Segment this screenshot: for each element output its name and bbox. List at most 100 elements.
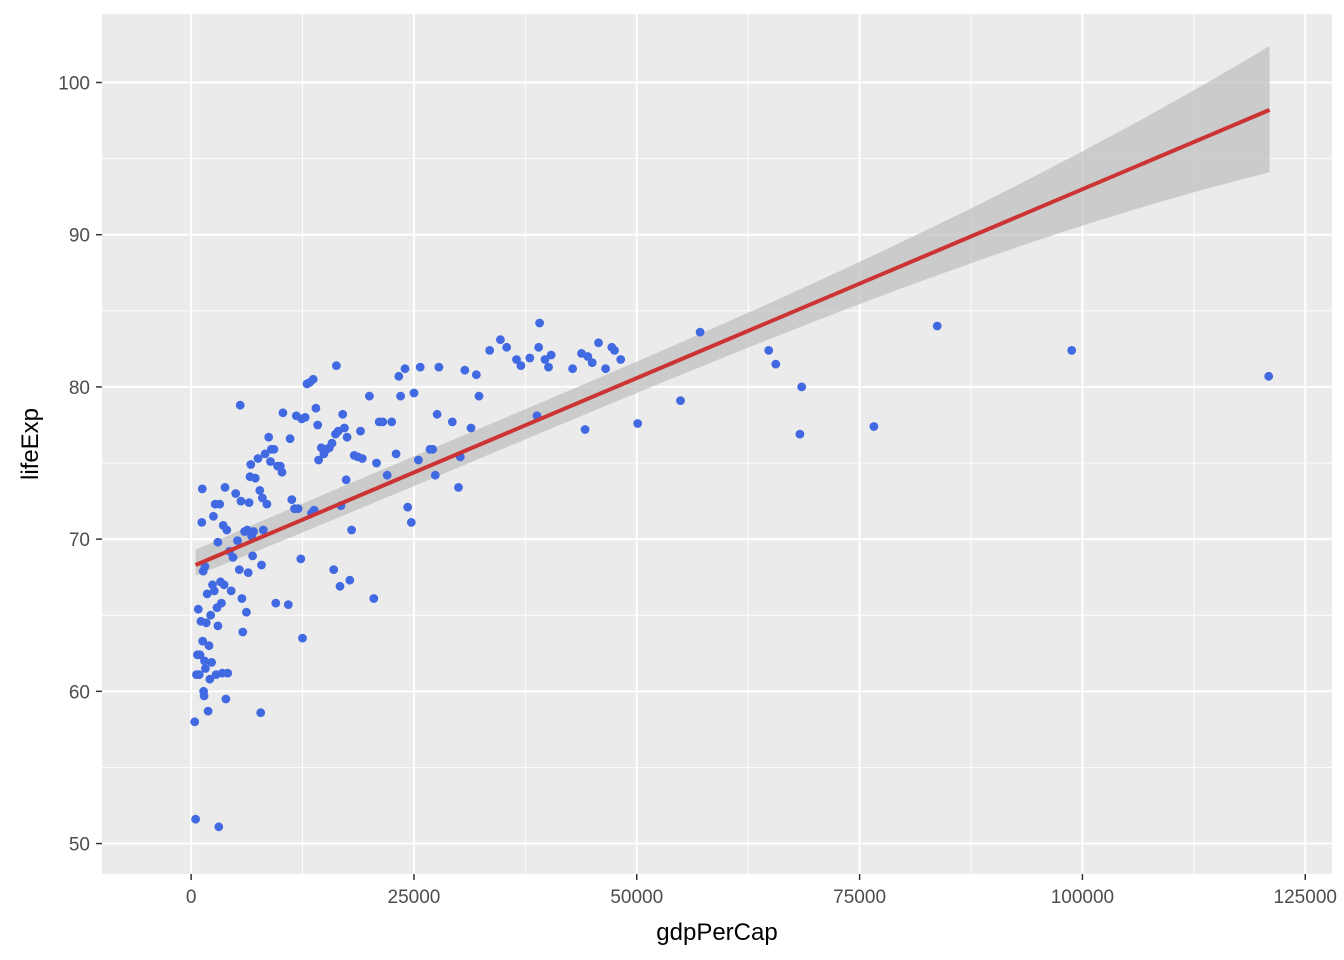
data-point <box>246 460 256 469</box>
x-tick-label: 50000 <box>610 887 663 908</box>
data-point <box>264 432 274 442</box>
data-point <box>341 475 351 485</box>
data-point <box>231 489 241 498</box>
data-point <box>221 694 231 704</box>
data-point <box>365 391 374 401</box>
data-point <box>244 498 254 507</box>
data-point <box>206 610 216 620</box>
data-point <box>250 473 260 483</box>
data-point <box>253 454 263 463</box>
data-point <box>209 511 218 521</box>
data-point <box>207 658 217 667</box>
data-point <box>220 483 230 492</box>
data-point <box>238 627 248 637</box>
data-point <box>795 429 805 439</box>
data-point <box>242 607 251 617</box>
data-point <box>191 814 201 824</box>
data-point <box>214 822 224 832</box>
data-point <box>201 618 211 628</box>
data-point <box>583 352 593 361</box>
data-point <box>471 370 481 380</box>
data-point <box>447 417 457 427</box>
data-point <box>258 493 267 503</box>
data-point <box>460 365 470 375</box>
data-point <box>1264 371 1274 381</box>
data-point <box>332 361 341 370</box>
data-point <box>195 650 205 660</box>
data-point <box>293 504 303 514</box>
data-point <box>233 536 242 546</box>
data-point <box>258 525 268 535</box>
data-point <box>394 371 404 381</box>
data-point <box>271 598 281 608</box>
data-point <box>308 374 318 384</box>
data-point <box>215 499 225 509</box>
data-point <box>409 388 419 398</box>
data-point <box>414 455 423 465</box>
data-point <box>262 499 272 509</box>
data-point <box>391 449 401 459</box>
data-point <box>372 458 381 468</box>
data-point <box>434 362 444 372</box>
data-point <box>260 449 270 459</box>
x-tick-label: 125000 <box>1274 887 1337 908</box>
data-points <box>190 318 1274 832</box>
data-point <box>601 364 610 374</box>
data-point <box>256 708 266 718</box>
y-axis-ticks: 50 60 70 80 90 100 <box>58 73 102 856</box>
data-point <box>345 575 355 585</box>
data-point <box>200 562 210 571</box>
fit-line <box>194 108 1271 567</box>
x-axis-ticks: 0 25000 50000 75000 100000 125000 <box>186 874 1337 908</box>
data-point <box>277 467 287 477</box>
x-tick-label: 0 <box>186 887 197 908</box>
x-axis-title: gdpPerCap <box>656 919 777 946</box>
data-point <box>342 432 352 442</box>
data-point <box>587 358 597 367</box>
data-point <box>313 420 323 430</box>
data-point <box>932 321 942 331</box>
data-point <box>403 502 413 512</box>
data-point <box>466 423 476 433</box>
data-point <box>382 470 392 480</box>
data-point <box>496 335 505 345</box>
data-point <box>869 422 879 431</box>
data-point <box>633 419 643 428</box>
data-point <box>203 706 213 716</box>
data-point <box>540 355 550 364</box>
data-point <box>234 565 244 574</box>
data-point <box>204 641 214 651</box>
data-point <box>474 391 484 401</box>
data-point <box>594 338 603 348</box>
y-tick-label: 90 <box>69 226 90 247</box>
data-point <box>432 409 442 419</box>
x-tick-label: 100000 <box>1051 887 1114 908</box>
data-point <box>217 598 226 608</box>
y-tick-label: 60 <box>69 682 90 703</box>
data-point <box>197 484 207 494</box>
data-point <box>190 717 200 727</box>
y-tick-label: 70 <box>69 530 90 551</box>
data-point <box>235 400 245 410</box>
data-point <box>525 353 535 363</box>
data-point <box>213 621 223 631</box>
y-tick-label: 80 <box>69 378 90 399</box>
data-point <box>248 551 257 561</box>
data-point <box>534 342 544 352</box>
data-point <box>369 594 379 603</box>
data-point <box>535 318 544 328</box>
data-point <box>223 668 233 678</box>
data-point <box>278 408 288 418</box>
x-tick-label: 75000 <box>833 887 886 908</box>
data-point <box>512 355 521 364</box>
data-point <box>546 350 556 360</box>
data-point <box>430 470 440 480</box>
data-point <box>580 425 590 434</box>
data-point <box>296 554 306 564</box>
data-point <box>516 361 526 370</box>
data-point <box>269 444 279 454</box>
confidence-ribbon <box>195 46 1270 576</box>
data-point <box>335 581 345 591</box>
data-point <box>209 586 219 596</box>
